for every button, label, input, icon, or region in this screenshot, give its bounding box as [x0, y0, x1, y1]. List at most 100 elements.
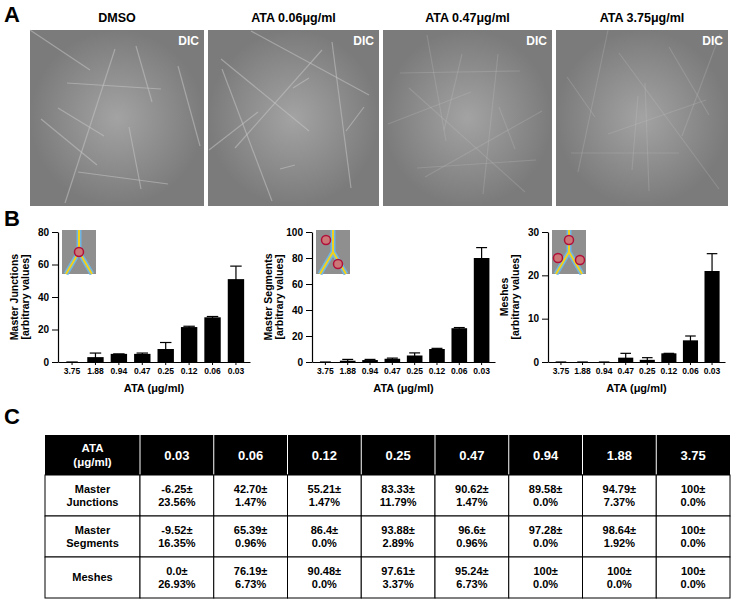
- y-tick-label: 10: [528, 313, 540, 324]
- table-cell-text: 42.70±: [234, 483, 268, 495]
- image-label: DIC: [178, 34, 199, 48]
- error-bar-cap: [113, 353, 124, 354]
- inset-node: [334, 260, 343, 269]
- image-label: DIC: [702, 34, 723, 48]
- table-cell-text: 3.37%: [383, 578, 414, 590]
- y-tick-label: 20: [38, 324, 50, 335]
- error-bar-stem: [690, 336, 691, 345]
- panel-label: C: [4, 404, 20, 429]
- table-cell: [288, 516, 362, 557]
- image-label: DIC: [353, 34, 374, 48]
- micrograph: DMSODIC: [30, 11, 204, 206]
- table-cell-text: 83.33±: [381, 483, 415, 495]
- x-tick-mark: [560, 362, 561, 365]
- table-header-divider: [582, 435, 583, 475]
- texture: [178, 66, 200, 146]
- x-tick-mark: [347, 362, 348, 365]
- table-cell-text: 0.0%: [312, 578, 337, 590]
- table-header-divider: [140, 435, 141, 475]
- error-bar-cap: [707, 253, 718, 254]
- x-tick-label: 0.94: [111, 366, 128, 376]
- error-bar-cap: [454, 327, 465, 328]
- y-tick-label: 0: [43, 357, 49, 368]
- error-bar: [642, 358, 653, 362]
- y-tick-label: 40: [292, 305, 304, 316]
- x-tick-mark: [625, 362, 626, 365]
- y-tick: 40: [292, 305, 312, 316]
- y-tick-mark: [52, 265, 58, 266]
- y-tick-label: 80: [38, 227, 50, 238]
- error-bar-stem: [235, 266, 236, 292]
- texture: [346, 107, 364, 131]
- error-bar-cap: [620, 353, 631, 354]
- error-bar: [707, 254, 718, 289]
- x-tick-label: 3.75: [64, 366, 81, 376]
- x-tick: 0.25: [639, 362, 656, 376]
- table-cell-text: 0.0%: [607, 578, 632, 590]
- error-bar-cap: [207, 316, 218, 317]
- table-cell-text: 100±: [681, 565, 705, 577]
- y-tick-label: 100: [286, 227, 303, 238]
- micrograph: ATA 0.06μg/mlDIC: [208, 11, 379, 206]
- y-tick-mark: [306, 336, 312, 337]
- panel-label: B: [4, 206, 20, 231]
- y-axis-title: [arbitrary values]: [19, 254, 31, 339]
- table-cell: [361, 557, 435, 598]
- x-axis-line: [549, 362, 726, 363]
- error-bar: [113, 353, 124, 354]
- y-tick: 0: [297, 357, 312, 368]
- table-cell-text: 96.6±: [458, 524, 485, 536]
- table-cell-text: 89.58±: [529, 483, 563, 495]
- error-bar-stem: [95, 353, 96, 361]
- x-tick: 0.47: [617, 362, 634, 376]
- x-tick-label: 0.03: [228, 366, 245, 376]
- x-tick: 1.88: [339, 362, 356, 376]
- x-tick: 3.75: [553, 362, 570, 376]
- y-axis-line: [548, 233, 549, 363]
- texture: [58, 108, 104, 136]
- x-tick-mark: [481, 362, 482, 365]
- table-header-divider: [213, 435, 214, 475]
- y-tick-mark: [542, 275, 548, 276]
- x-tick: 0.94: [111, 362, 128, 376]
- table-cell-text: 0.96%: [235, 537, 266, 549]
- table-cell-text: 1.47%: [309, 496, 340, 508]
- table-cell: [361, 475, 435, 516]
- inset-node: [322, 236, 331, 245]
- x-tick-mark: [165, 362, 166, 365]
- y-tick: 80: [38, 227, 58, 238]
- texture: [417, 160, 536, 168]
- table-cell-text: 0.03: [164, 448, 189, 463]
- table-cell-text: Master: [75, 524, 111, 536]
- table-cell: [140, 557, 214, 598]
- y-tick-label: 40: [38, 292, 50, 303]
- micrograph-frame: [30, 30, 204, 206]
- y-tick-mark: [542, 232, 548, 233]
- x-tick-mark: [414, 362, 415, 365]
- figure: ABCDMSODICATA 0.06μg/mlDICATA 0.47μg/mlD…: [0, 0, 732, 601]
- table-cell-text: 97.28±: [529, 524, 563, 536]
- y-tick-mark: [52, 362, 58, 363]
- data-table: ATA(μg/ml)0.030.060.120.250.470.941.883.…: [45, 435, 730, 598]
- x-tick-label: 0.12: [429, 366, 446, 376]
- y-tick: 60: [292, 279, 312, 290]
- table-cell: [656, 557, 730, 598]
- micrograph: ATA 3.75μg/ml DIC: [556, 11, 728, 206]
- micrograph-frame: [208, 30, 379, 206]
- x-axis-title: ATA (μg/ml): [124, 382, 185, 394]
- x-tick: 0.25: [157, 362, 174, 376]
- table-cell-text: 23.56%: [158, 496, 196, 508]
- error-bar: [664, 353, 675, 354]
- inset-bg: [552, 230, 586, 274]
- x-tick: 0.12: [429, 362, 446, 376]
- error-bar: [620, 353, 631, 362]
- table-cell: [45, 557, 140, 598]
- error-bar-stem: [625, 353, 626, 362]
- x-tick: 0.12: [181, 362, 198, 376]
- table-cell-text: -6.25±: [161, 483, 192, 495]
- image-title: ATA 3.75μg/ml: [600, 11, 685, 25]
- table-cell-text: 0.96%: [456, 537, 487, 549]
- bar: [451, 328, 467, 362]
- table-cell-text: 0.0%: [681, 537, 706, 549]
- x-tick: 1.88: [574, 362, 591, 376]
